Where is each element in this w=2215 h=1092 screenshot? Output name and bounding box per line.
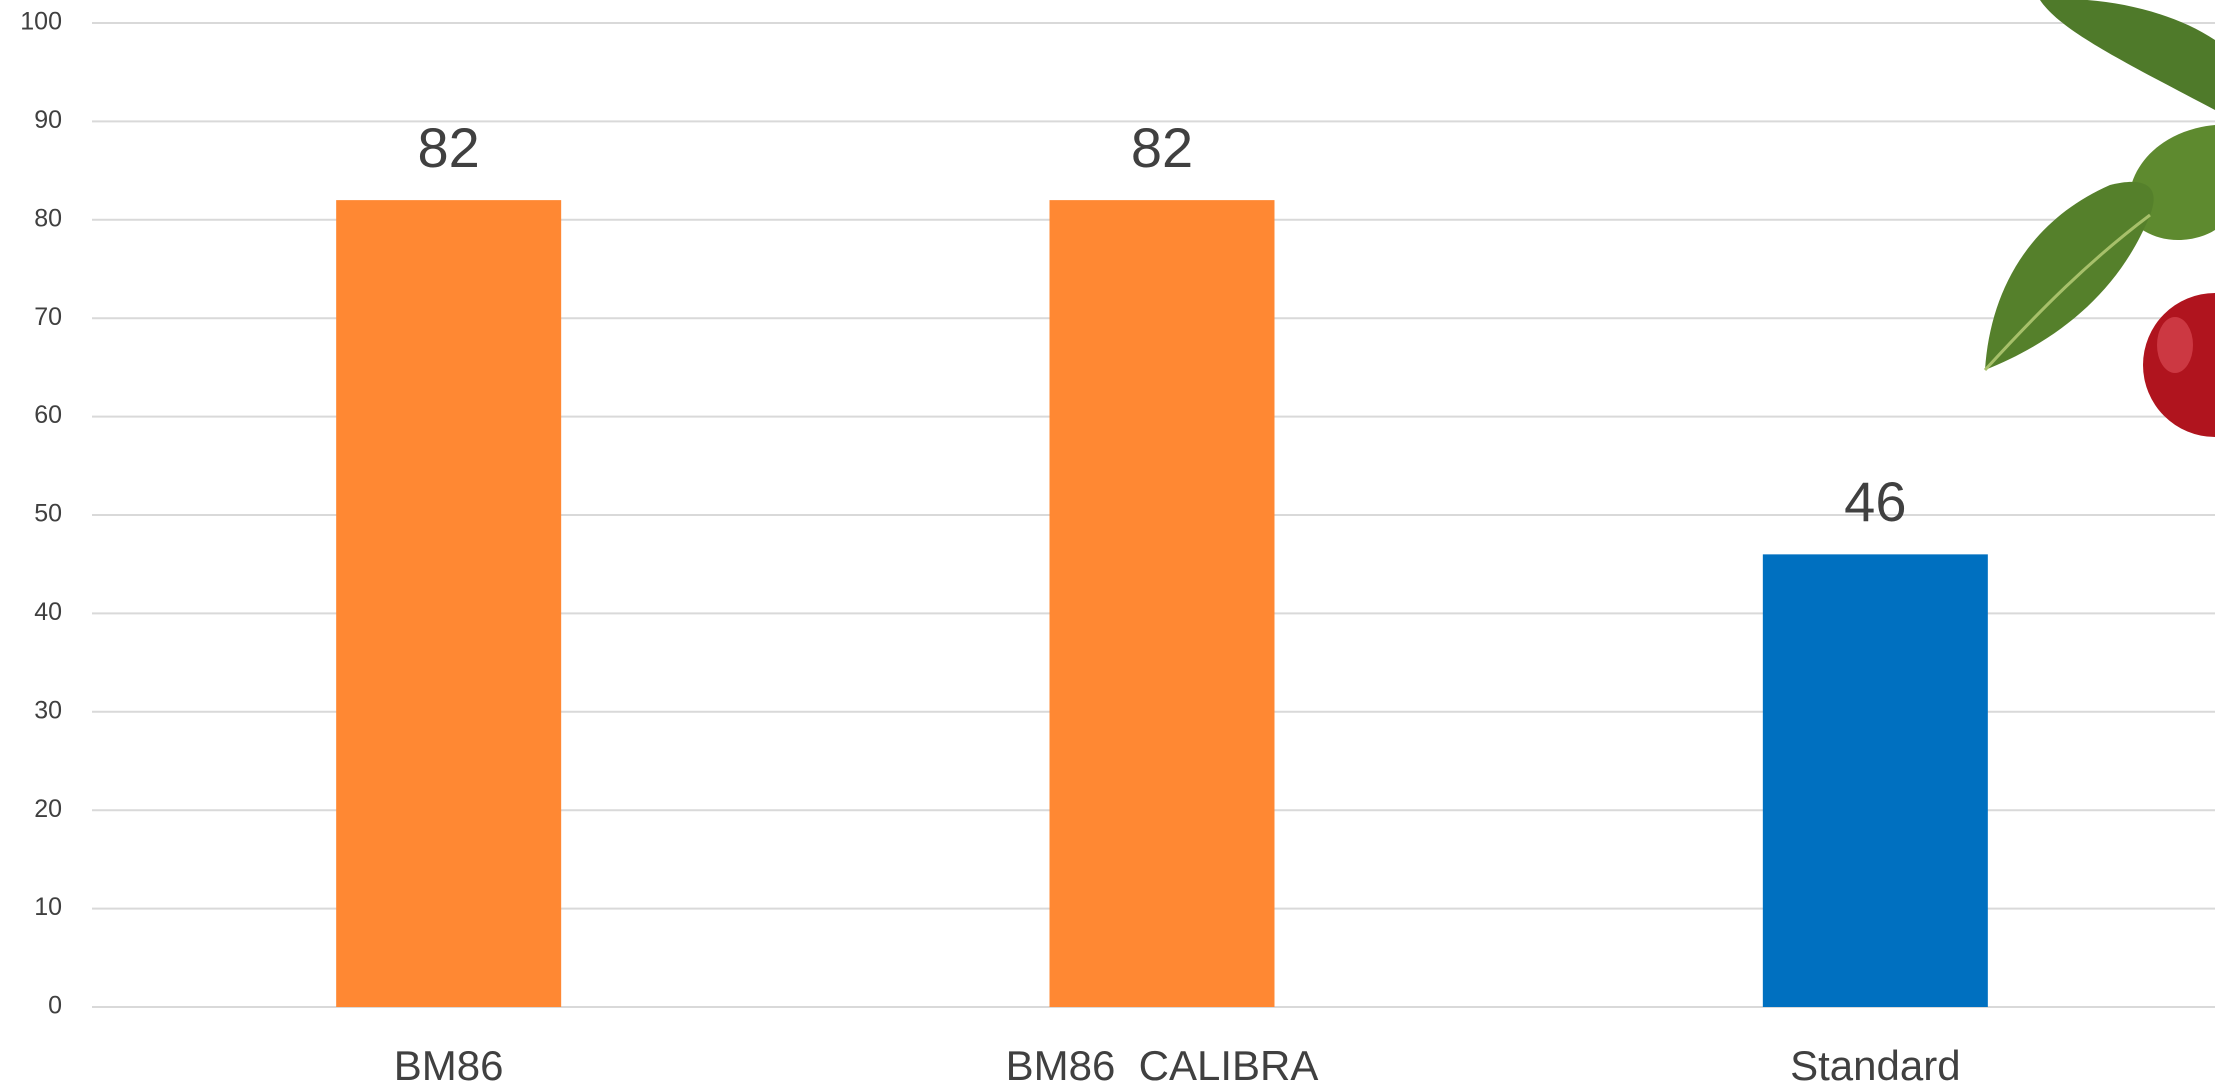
y-tick-label: 20 bbox=[34, 795, 62, 823]
y-tick-label: 10 bbox=[34, 893, 62, 921]
y-tick-label: 0 bbox=[48, 992, 62, 1020]
x-tick-label: BM86 bbox=[394, 1042, 504, 1089]
data-label: 82 bbox=[418, 116, 480, 179]
y-tick-label: 90 bbox=[34, 106, 62, 134]
bar bbox=[336, 200, 562, 1007]
bar bbox=[1762, 554, 1988, 1007]
y-tick-label: 60 bbox=[34, 401, 62, 429]
data-label: 82 bbox=[1131, 116, 1193, 179]
y-tick-label: 50 bbox=[34, 500, 62, 528]
bar bbox=[1049, 200, 1275, 1007]
y-tick-label: 30 bbox=[34, 696, 62, 724]
data-label: 46 bbox=[1844, 470, 1906, 533]
y-tick-label: 40 bbox=[34, 598, 62, 626]
x-tick-label: Standard bbox=[1790, 1042, 1960, 1089]
y-tick-label: 70 bbox=[34, 303, 62, 331]
x-tick-label: BM86 CALIBRA bbox=[1006, 1042, 1319, 1089]
decoration-leaves bbox=[1983, 0, 2215, 437]
y-tick-label: 80 bbox=[34, 204, 62, 232]
y-tick-label: 100 bbox=[20, 8, 62, 36]
